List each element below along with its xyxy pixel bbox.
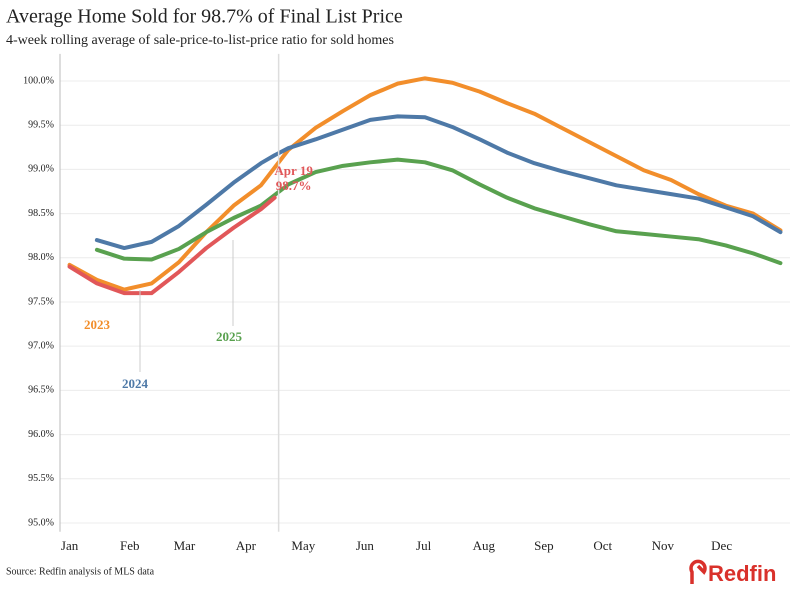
x-tick-label: Aug bbox=[473, 538, 496, 553]
y-tick-label: 95.5% bbox=[28, 473, 54, 484]
y-tick-label: 99.0% bbox=[28, 164, 54, 175]
x-tick-label: Jul bbox=[416, 538, 432, 553]
y-tick-label: 96.0% bbox=[28, 429, 54, 440]
source: Source: Redfin analysis of MLS data bbox=[6, 566, 155, 577]
brand-icon bbox=[689, 559, 707, 584]
brand-name: Redfin bbox=[708, 561, 776, 586]
annotation: Apr 19 bbox=[274, 163, 313, 178]
x-tick-label: Mar bbox=[174, 538, 196, 553]
legend-label: 2023 bbox=[84, 317, 111, 332]
x-tick-label: Feb bbox=[120, 538, 140, 553]
series-line bbox=[67, 195, 277, 296]
legend-label: 2024 bbox=[122, 376, 149, 391]
x-tick-label: Sep bbox=[534, 538, 554, 553]
x-tick-label: Nov bbox=[652, 538, 675, 553]
series-line bbox=[67, 76, 783, 292]
y-tick-label: 97.5% bbox=[28, 296, 54, 307]
series-line bbox=[94, 114, 783, 251]
x-tick-label: Jan bbox=[61, 538, 79, 553]
brand-logo: Redfin bbox=[689, 559, 776, 586]
y-tick-label: 100.0% bbox=[23, 75, 54, 86]
y-tick-label: 96.5% bbox=[28, 385, 54, 396]
chart-title: Average Home Sold for 98.7% of Final Lis… bbox=[6, 6, 403, 28]
chart-subtitle: 4-week rolling average of sale-price-to-… bbox=[6, 33, 394, 48]
x-tick-label: Apr bbox=[236, 538, 257, 553]
y-tick-label: 98.0% bbox=[28, 252, 54, 263]
legend-label: 2025 bbox=[216, 329, 243, 344]
y-tick-label: 99.5% bbox=[28, 119, 54, 130]
series-line bbox=[94, 157, 783, 266]
x-tick-label: Dec bbox=[711, 538, 732, 553]
x-tick-label: Oct bbox=[593, 538, 612, 553]
y-tick-label: 95.0% bbox=[28, 517, 54, 528]
y-tick-label: 98.5% bbox=[28, 208, 54, 219]
x-tick-label: May bbox=[291, 538, 315, 553]
x-tick-label: Jun bbox=[356, 538, 375, 553]
y-tick-label: 97.0% bbox=[28, 340, 54, 351]
annotation: 98.7% bbox=[276, 178, 312, 193]
